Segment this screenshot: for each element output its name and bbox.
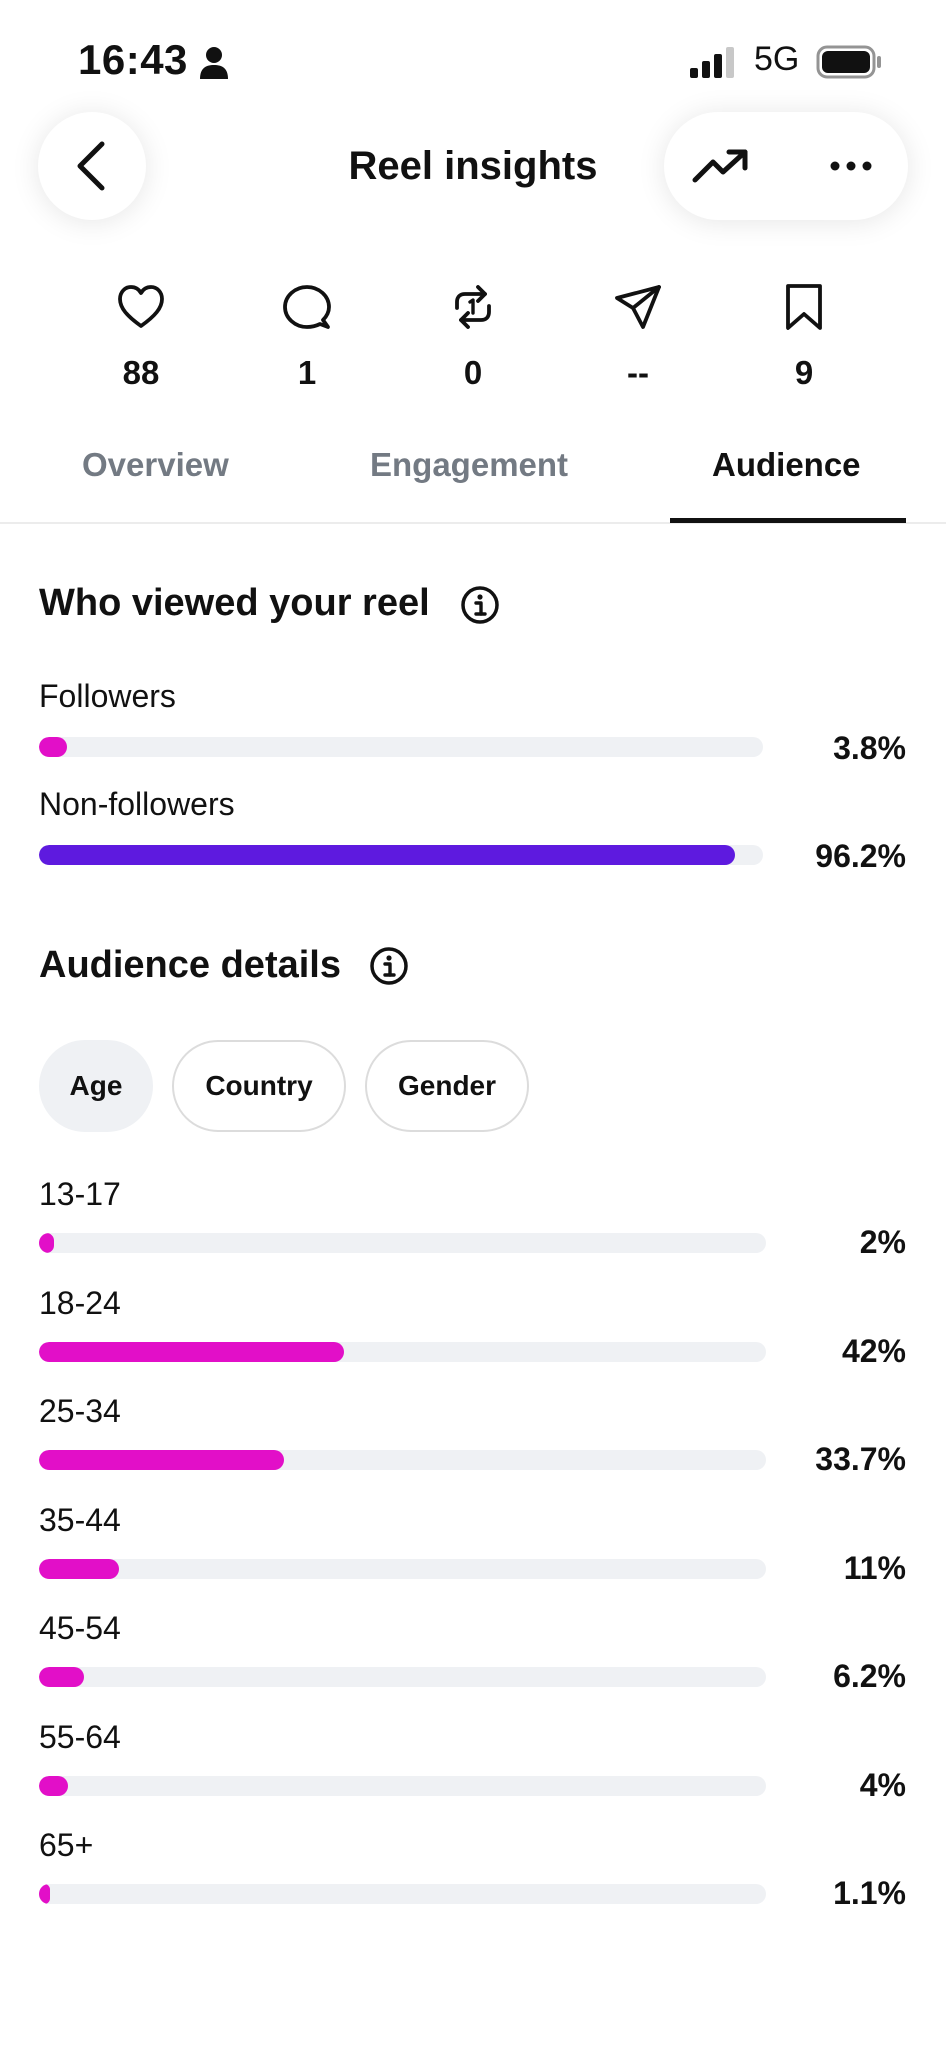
age-row-label: 25-34 <box>39 1393 121 1429</box>
age-row-label: 18-24 <box>39 1284 121 1321</box>
trend-button[interactable] <box>690 136 752 196</box>
age-row-bar <box>39 1233 766 1253</box>
age-row-value: 4% <box>859 1766 906 1803</box>
age-row-label: 35-44 <box>39 1501 121 1538</box>
non-followers-label: Non-followers <box>39 786 235 822</box>
page-title: Reel insights <box>348 144 598 188</box>
age-row-label: 45-54 <box>39 1610 121 1646</box>
share-icon <box>615 285 661 329</box>
stat-comments-value: 1 <box>297 354 317 391</box>
age-row-label: 55-64 <box>39 1718 121 1755</box>
age-row-bar <box>39 1341 766 1362</box>
age-row-value: 33.7% <box>815 1441 906 1477</box>
followers-value: 3.8% <box>833 730 906 766</box>
info-icon[interactable] <box>369 946 409 986</box>
stat-likes: 88 <box>81 282 201 392</box>
tab-engagement[interactable]: Engagement <box>370 446 569 483</box>
followers-bar <box>39 737 763 757</box>
age-row-bar-fill <box>39 1341 345 1362</box>
non-followers-value: 96.2% <box>815 838 906 874</box>
stat-reposts: 0 <box>413 282 533 392</box>
followers-label: Followers <box>39 678 176 714</box>
back-button[interactable] <box>38 112 146 220</box>
stat-saves: 9 <box>744 282 864 392</box>
stat-reposts-value: 0 <box>463 354 483 391</box>
person-icon <box>200 47 228 79</box>
save-icon <box>786 284 822 330</box>
age-row-bar <box>39 1884 766 1904</box>
battery-icon <box>816 45 881 79</box>
chip-age[interactable]: Age <box>39 1040 153 1132</box>
stat-likes-value: 88 <box>122 354 160 391</box>
age-row-value: 42% <box>841 1332 906 1369</box>
tab-audience[interactable]: Audience <box>712 446 861 483</box>
age-row-bar <box>39 1667 766 1687</box>
age-row-bar <box>39 1775 766 1796</box>
trending-up-icon <box>692 149 748 183</box>
stat-comments: 1 <box>247 282 367 392</box>
status-time: 16:43 <box>78 36 188 83</box>
audience-section-title: Audience details <box>39 944 341 986</box>
comment-icon <box>283 285 331 329</box>
info-icon[interactable] <box>460 585 500 625</box>
age-row-value: 6.2% <box>833 1658 906 1694</box>
age-row-bar-fill <box>39 1450 284 1470</box>
age-row-bar <box>39 1558 766 1579</box>
followers-bar-fill <box>39 737 67 757</box>
network-label: 5G <box>754 40 800 78</box>
age-row-bar-fill <box>39 1558 119 1579</box>
signal-icon <box>690 47 734 78</box>
chip-country[interactable]: Country <box>172 1040 346 1132</box>
age-row-bar <box>39 1450 766 1470</box>
age-row-label: 65+ <box>39 1827 94 1863</box>
chevron-left-icon <box>77 141 105 191</box>
non-followers-bar <box>39 845 763 865</box>
non-followers-bar-fill <box>39 845 736 865</box>
age-row-label: 13-17 <box>39 1176 121 1212</box>
more-options-button[interactable] <box>820 136 882 196</box>
age-row-bar-fill <box>39 1233 54 1253</box>
age-row-bar-fill <box>39 1884 50 1904</box>
tab-divider <box>0 522 946 524</box>
stat-shares-value: -- <box>627 354 649 391</box>
age-row-bar-fill <box>39 1667 85 1687</box>
chip-gender[interactable]: Gender <box>365 1040 529 1132</box>
repost-icon <box>455 285 491 329</box>
heart-icon <box>118 285 164 328</box>
tab-active-indicator <box>670 518 906 523</box>
age-row-value: 1.1% <box>833 1875 906 1911</box>
tab-overview[interactable]: Overview <box>82 446 229 483</box>
age-row-value: 2% <box>859 1224 906 1260</box>
age-row-value: 11% <box>843 1549 906 1586</box>
age-row-bar-fill <box>39 1775 69 1796</box>
viewers-section-title: Who viewed your reel <box>39 582 430 624</box>
stat-saves-value: 9 <box>794 354 814 391</box>
more-horizontal-icon <box>830 161 872 171</box>
stat-shares: -- <box>578 282 698 392</box>
